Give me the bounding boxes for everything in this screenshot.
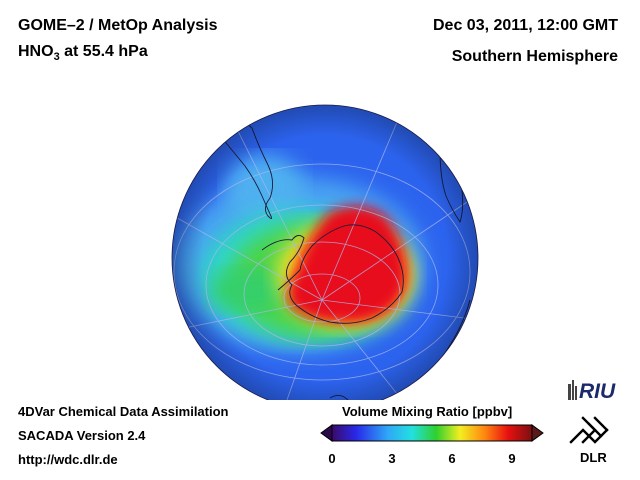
colorbar bbox=[320, 424, 544, 442]
colorbar-tick-9: 9 bbox=[508, 451, 516, 466]
map-title: GOME–2 / MetOp Analysis bbox=[18, 17, 218, 34]
globe-field bbox=[172, 105, 478, 400]
colorbar-max-arrow bbox=[531, 424, 544, 442]
polar-map bbox=[171, 104, 479, 400]
colorbar-title: Volume Mixing Ratio [ppbv] bbox=[342, 404, 513, 419]
hemisphere-label: Southern Hemisphere bbox=[451, 48, 618, 65]
url-label: http://wdc.dlr.de bbox=[18, 452, 118, 467]
method-label: 4DVar Chemical Data Assimilation bbox=[18, 404, 229, 419]
globe-outline bbox=[171, 104, 479, 400]
colorbar-min-arrow bbox=[320, 424, 333, 442]
version-label: SACADA Version 2.4 bbox=[18, 428, 146, 443]
riu-logo: RIU bbox=[568, 380, 616, 403]
colorbar-tick-3: 3 bbox=[388, 451, 396, 466]
species-suffix: at 55.4 hPa bbox=[59, 43, 148, 60]
species-subscript: 3 bbox=[53, 51, 60, 64]
date-stamp: Dec 03, 2011, 12:00 GMT bbox=[433, 17, 618, 34]
dlr-logo bbox=[569, 416, 609, 444]
colorbar-tick-0: 0 bbox=[328, 451, 336, 466]
species-prefix: HNO bbox=[18, 43, 54, 60]
map-subtitle: HNO3 at 55.4 hPa bbox=[18, 43, 148, 63]
colorbar-tick-6: 6 bbox=[448, 451, 456, 466]
dlr-logo-text: DLR bbox=[580, 450, 607, 465]
riu-logo-text: RIU bbox=[579, 380, 616, 403]
